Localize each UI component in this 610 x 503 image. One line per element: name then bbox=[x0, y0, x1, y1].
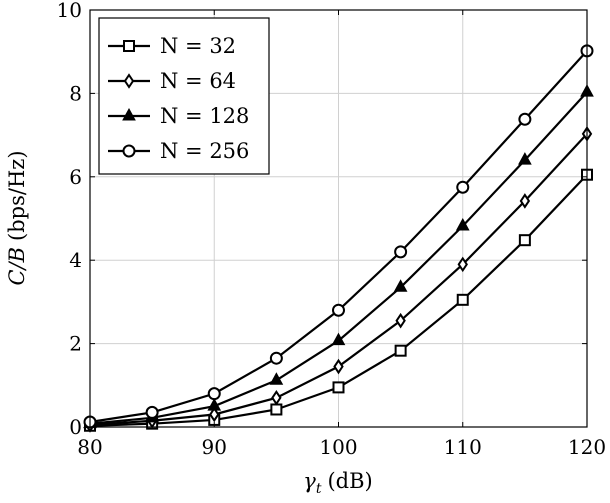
square-marker bbox=[394, 344, 407, 357]
y-tick-label: 4 bbox=[69, 248, 82, 272]
triangle-marker bbox=[122, 107, 136, 121]
y-tick-label: 2 bbox=[69, 332, 82, 356]
x-tick-label: 110 bbox=[444, 435, 482, 459]
circle-marker bbox=[269, 351, 283, 365]
legend-entry: N = 128 bbox=[160, 104, 249, 128]
triangle-marker bbox=[393, 279, 408, 292]
x-tick-label: 100 bbox=[319, 435, 357, 459]
legend-entry: N = 32 bbox=[160, 34, 236, 58]
legend: N = 32 N = 64 N = 128 N = 256 bbox=[98, 17, 270, 175]
x-tick-label: 120 bbox=[568, 435, 606, 459]
y-tick-label: 0 bbox=[69, 415, 82, 439]
y-axis-label: C/B(bps/Hz) bbox=[5, 150, 29, 285]
triangle-marker bbox=[331, 332, 346, 346]
diamond-marker bbox=[457, 256, 468, 273]
circle-marker bbox=[122, 144, 136, 158]
square-marker bbox=[123, 40, 135, 52]
triangle-marker bbox=[455, 217, 470, 231]
ticks: 80 90 100 110 120 0 2 4 6 8 10 bbox=[57, 0, 607, 459]
x-tick-label: 90 bbox=[202, 435, 227, 459]
circle-marker bbox=[456, 180, 470, 194]
diamond-marker bbox=[333, 358, 344, 375]
triangle-marker bbox=[207, 398, 222, 411]
diamond-marker bbox=[395, 312, 406, 329]
circle-marker bbox=[145, 405, 159, 419]
square-marker bbox=[332, 381, 345, 394]
legend-entry: N = 64 bbox=[160, 69, 236, 93]
diamond-marker bbox=[271, 390, 282, 406]
circle-marker bbox=[394, 245, 408, 259]
square-marker bbox=[518, 234, 531, 247]
x-tick-label: 80 bbox=[77, 435, 102, 459]
x-axis-label: γt (dB) bbox=[303, 469, 372, 497]
circle-marker bbox=[207, 387, 221, 401]
y-tick-label: 6 bbox=[69, 165, 82, 189]
diamond-marker bbox=[519, 193, 531, 209]
y-tick-label: 8 bbox=[69, 81, 82, 105]
legend-entry: N = 256 bbox=[160, 139, 249, 163]
diamond-marker bbox=[123, 73, 135, 89]
y-tick-label: 10 bbox=[57, 0, 82, 22]
triangle-marker bbox=[518, 152, 532, 165]
series-triangle bbox=[83, 84, 594, 429]
diamond-marker bbox=[209, 406, 220, 423]
square-marker bbox=[456, 293, 469, 306]
triangle-marker bbox=[269, 372, 284, 385]
square-marker bbox=[270, 403, 283, 416]
circle-marker bbox=[332, 303, 345, 317]
circle-marker bbox=[518, 112, 532, 126]
